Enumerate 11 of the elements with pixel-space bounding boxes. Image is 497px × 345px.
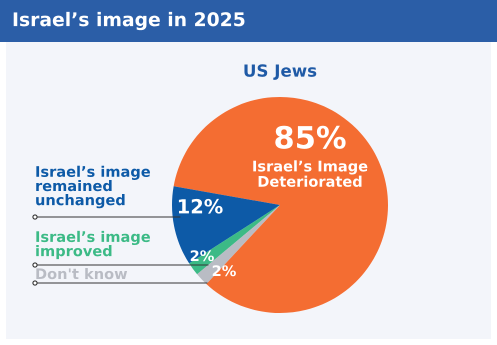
slice-label: Israel’s Image Deteriorated [253,160,368,187]
data-label: 85% [275,126,346,149]
data-label: 12% [178,198,223,214]
slice-label: Israel’s image remained unchanged [36,166,150,208]
chart-title: Israel’s image in 2025 [14,12,244,30]
slice-label: Israel’s image improved [36,230,150,260]
data-label: 2% [190,250,214,262]
slice-label: Don't know [36,268,128,280]
pie-slice [174,97,388,313]
chart-subtitle: US Jews [244,64,316,80]
pie-slice [172,186,280,264]
